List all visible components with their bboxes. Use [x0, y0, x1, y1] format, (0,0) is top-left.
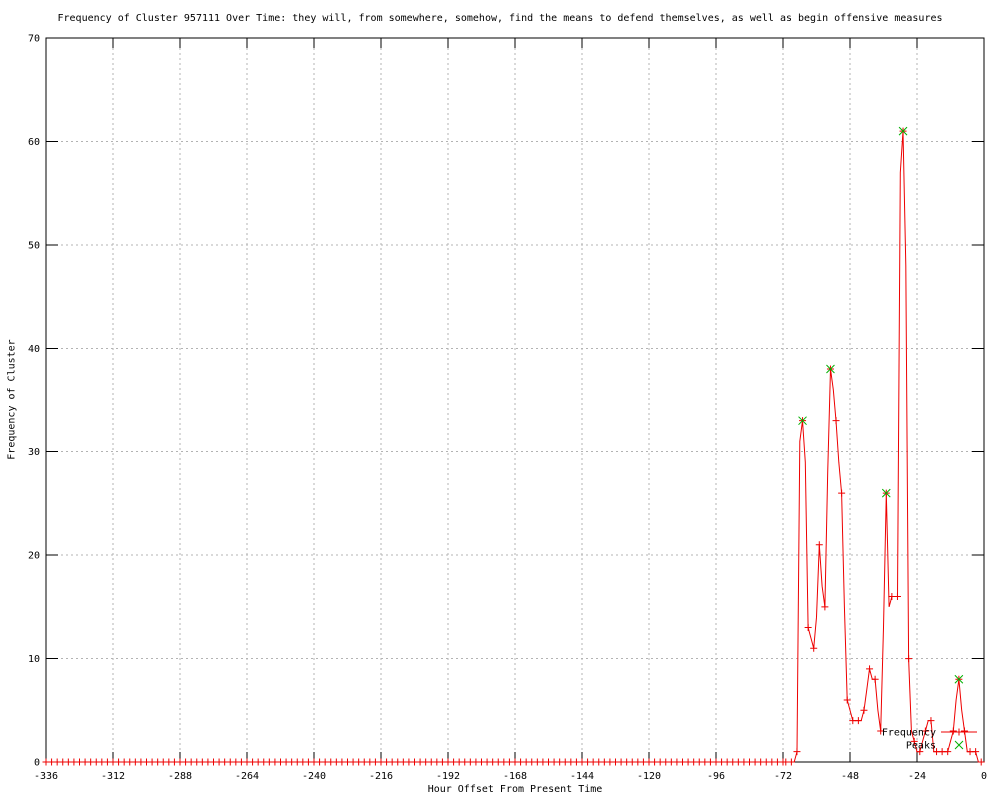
x-tick-label: -336: [34, 771, 58, 782]
plus-marker: [893, 593, 901, 601]
plus-marker: [815, 541, 823, 549]
peaks-series: [798, 126, 964, 684]
plus-marker: [921, 727, 929, 735]
y-axis-label: Frequency of Cluster: [6, 339, 18, 460]
peak-cross-marker: [798, 416, 807, 426]
plus-marker: [832, 417, 840, 425]
y-tick-label: 40: [28, 344, 40, 355]
legend: Frequency Peaks: [882, 728, 977, 752]
peak-cross-marker: [826, 364, 835, 374]
plus-marker: [927, 717, 935, 725]
x-tick-label: -72: [774, 771, 792, 782]
plus-marker: [838, 489, 846, 497]
y-tick-label: 20: [28, 551, 40, 562]
tick-labels: -336 -312 -288 -264 -240 -216 -192 -168 -144 -120…: [28, 34, 987, 783]
frequency-markers: [42, 127, 985, 766]
plus-marker: [960, 727, 968, 735]
legend-label-peaks: Peaks: [906, 741, 936, 752]
plus-marker: [793, 748, 801, 756]
plus-marker: [944, 748, 952, 756]
plus-marker: [810, 644, 818, 652]
plus-marker: [972, 748, 980, 756]
grid: [45, 37, 985, 763]
y-tick-label: 70: [28, 34, 40, 45]
x-tick-label: -120: [637, 771, 661, 782]
x-tick-label: -168: [503, 771, 527, 782]
legend-label-frequency: Frequency: [882, 728, 936, 739]
frequency-series: [46, 131, 984, 763]
plus-marker: [910, 737, 918, 745]
x-axis-label: Hour Offset From Present Time: [427, 784, 603, 795]
legend-peaks-sample-point: [954, 740, 964, 750]
y-tick-label: 30: [28, 447, 40, 458]
legend-frequency-sample-point: [955, 728, 963, 736]
peak-cross-marker: [954, 674, 964, 684]
frequency-line: [46, 131, 984, 763]
x-tick-label: -264: [235, 771, 259, 782]
peak-cross-marker: [881, 488, 891, 498]
x-tick-label: -96: [707, 771, 725, 782]
x-tick-label: -192: [436, 771, 460, 782]
plus-marker: [877, 727, 885, 735]
plus-marker: [866, 665, 874, 673]
plus-marker: [949, 727, 957, 735]
x-tick-label: -48: [841, 771, 859, 782]
y-tick-label: 0: [34, 758, 40, 769]
x-tick-label: -24: [908, 771, 926, 782]
peak-cross-marker: [898, 126, 908, 136]
plus-marker: [787, 758, 795, 766]
plus-marker: [843, 696, 851, 704]
plus-marker: [905, 655, 913, 663]
plus-marker: [804, 624, 812, 632]
x-tick-label: -216: [369, 771, 393, 782]
plus-marker: [871, 675, 879, 683]
y-tick-label: 50: [28, 240, 40, 251]
x-tick-label: -240: [302, 771, 326, 782]
plus-marker: [916, 748, 924, 756]
x-tick-label: 0: [981, 771, 987, 782]
x-tick-label: -288: [168, 771, 192, 782]
plus-marker: [854, 717, 862, 725]
plus-marker: [821, 603, 829, 611]
x-tick-label: -144: [570, 771, 594, 782]
plus-marker: [977, 758, 985, 766]
chart-title: Frequency of Cluster 957111 Over Time: t…: [57, 13, 943, 24]
y-tick-label: 60: [28, 137, 40, 148]
y-tick-label: 10: [28, 654, 40, 665]
plus-marker: [860, 706, 868, 714]
x-tick-label: -312: [101, 771, 125, 782]
